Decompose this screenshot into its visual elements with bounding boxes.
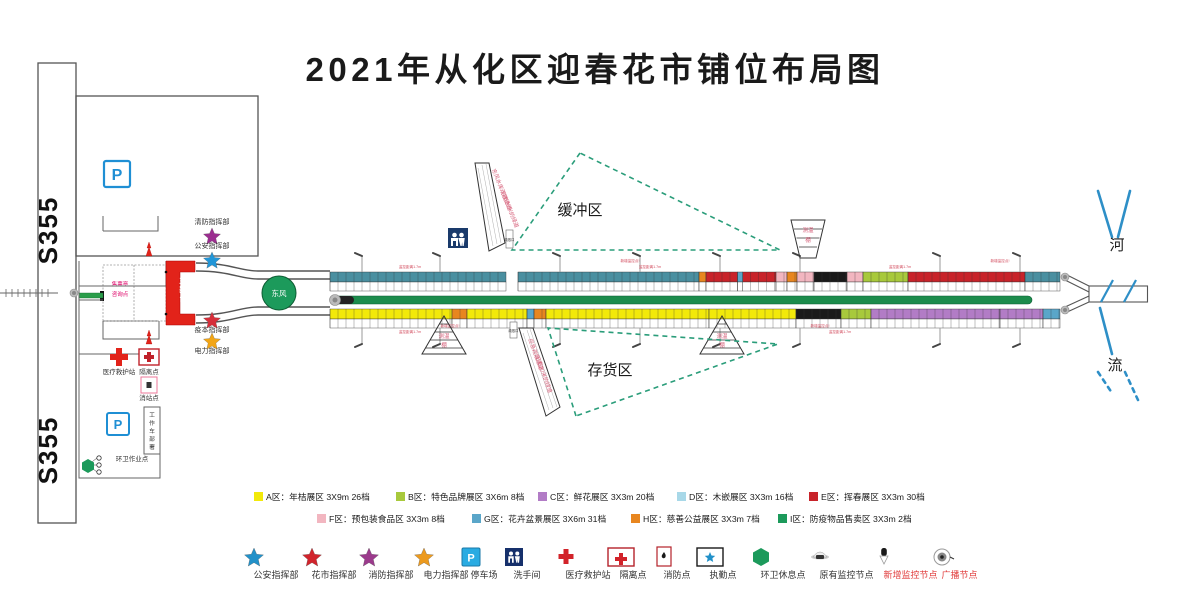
svg-text:沿宽20米的绿道: 沿宽20米的绿道 [499,190,521,230]
svg-text:监控距离1.7m: 监控距离1.7m [399,264,421,269]
svg-text:清防指挥部: 清防指挥部 [195,217,230,226]
svg-text:S355: S355 [33,196,63,265]
svg-text:环卫作业点: 环卫作业点 [116,454,149,463]
svg-text:咨询点: 咨询点 [112,290,129,298]
svg-text:医疗救护站: 医疗救护站 [103,367,136,376]
svg-text:部: 部 [149,435,155,443]
svg-text:作: 作 [149,419,155,427]
svg-text:P: P [112,167,123,184]
svg-text:新增监控点!: 新增监控点! [991,258,1010,263]
svg-text:监控距离1.7m: 监控距离1.7m [639,264,661,269]
svg-text:舞: 舞 [179,284,187,294]
svg-text:电力指挥部: 电力指挥部 [195,346,230,355]
svg-text:P: P [467,553,474,565]
svg-text:疏散口: 疏散口 [509,328,519,333]
svg-text:公安指挥部: 公安指挥部 [195,241,230,250]
svg-text:S355: S355 [33,416,63,485]
svg-text:监控距离1.7m: 监控距离1.7m [399,329,421,334]
svg-text:监控距离1.7m: 监控距离1.7m [829,329,851,334]
svg-text:新增监控点!: 新增监控点! [621,258,640,263]
svg-text:车: 车 [149,427,155,435]
svg-text:台: 台 [179,293,187,303]
svg-text:河: 河 [1109,237,1124,254]
svg-text:隔离点: 隔离点 [139,367,159,376]
svg-text:P: P [114,417,123,432]
svg-text:售票亭: 售票亭 [112,280,129,288]
svg-text:流: 流 [1107,357,1122,374]
svg-text:存货区: 存货区 [587,362,632,379]
svg-text:疏散口: 疏散口 [505,237,515,242]
svg-text:主: 主 [179,275,187,285]
svg-text:缓冲区: 缓冲区 [557,202,602,219]
svg-text:工: 工 [149,412,155,419]
svg-text:新增监控点!: 新增监控点! [811,323,830,328]
svg-text:监控距离1.7m: 监控距离1.7m [889,264,911,269]
svg-text:署: 署 [149,444,155,451]
svg-text:消站点: 消站点 [139,393,159,402]
svg-text:东风: 东风 [272,288,287,298]
